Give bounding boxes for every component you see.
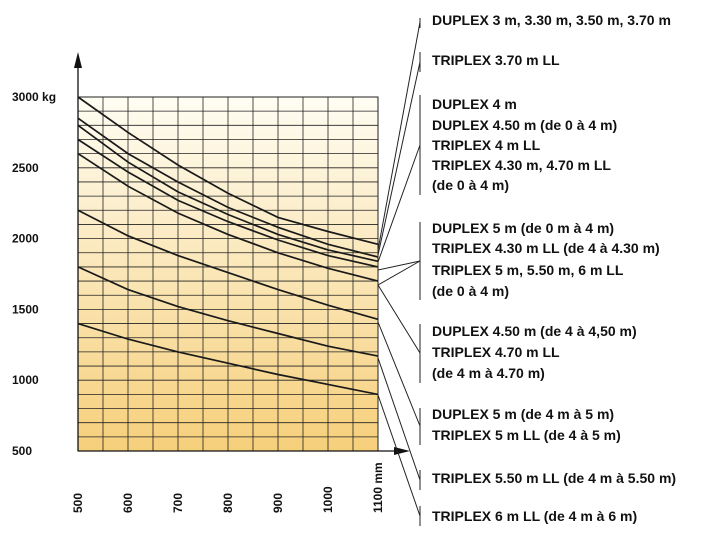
legend: DUPLEX 3 m, 3.30 m, 3.50 m, 3.70 m TRIPLE… <box>432 12 676 524</box>
y-tick-label: 1000 <box>12 373 39 387</box>
y-axis-arrow-icon <box>74 52 82 68</box>
legend-text: TRIPLEX 4 m LL <box>432 137 541 153</box>
legend-leader-line <box>377 61 421 256</box>
legend-text: (de 0 à 4 m) <box>432 177 509 193</box>
y-tick-label: 500 <box>12 444 32 458</box>
legend-leaders <box>377 18 421 526</box>
x-tick-label: 900 <box>271 493 285 513</box>
legend-leader-line <box>377 260 421 271</box>
legend-leader-line <box>377 21 421 251</box>
legend-leader-line <box>377 357 421 481</box>
x-tick-label: 800 <box>221 493 235 513</box>
legend-text: TRIPLEX 5.50 m LL (de 4 m à 5.50 m) <box>432 470 676 486</box>
legend-text: (de 4 m à 4.70 m) <box>432 365 545 381</box>
series-line-7 <box>77 266 379 357</box>
y-tick-label: 2000 <box>12 232 39 246</box>
legend-text: DUPLEX 5 m (de 4 m à 5 m) <box>432 406 614 422</box>
legend-leader-line <box>377 394 421 517</box>
legend-leader-line <box>377 260 421 286</box>
legend-text: TRIPLEX 3.70 m LL <box>432 52 560 68</box>
series-line-2 <box>77 117 379 258</box>
legend-leader-line <box>377 144 421 263</box>
legend-leader-line <box>377 284 421 354</box>
legend-text: DUPLEX 4.50 m (de 4 à 4,50 m) <box>432 323 637 339</box>
legend-text: TRIPLEX 4.30 m, 4.70 m LL <box>432 157 611 173</box>
y-tick-label: 2500 <box>12 161 39 175</box>
legend-text: (de 0 à 4 m) <box>432 283 509 299</box>
legend-leader-line <box>377 321 421 427</box>
legend-text: DUPLEX 3 m, 3.30 m, 3.50 m, 3.70 m <box>432 12 671 28</box>
series-line-6 <box>77 209 379 321</box>
legend-text: DUPLEX 5 m (de 0 m à 4 m) <box>432 220 614 236</box>
x-tick-label: 500 <box>71 493 85 513</box>
legend-text: TRIPLEX 4.70 m LL <box>432 344 560 360</box>
legend-text: TRIPLEX 5 m LL (de 4 à 5 m) <box>432 427 621 443</box>
series-line-5 <box>77 152 379 282</box>
series-line-4 <box>77 138 379 268</box>
x-tick-label: 700 <box>171 493 185 513</box>
series-lines <box>77 96 379 396</box>
legend-text: DUPLEX 4.50 m (de 0 à 4 m) <box>432 117 617 133</box>
series-line-8 <box>77 322 379 396</box>
y-tick-label: 1500 <box>12 302 39 316</box>
x-tick-label: 1100 mm <box>371 462 385 513</box>
grid <box>77 96 379 452</box>
y-tick-label: 3000 kg <box>12 90 56 104</box>
x-tick-label: 600 <box>121 493 135 513</box>
series-line-1 <box>77 96 379 246</box>
legend-text: TRIPLEX 5 m, 5.50 m, 6 m LL <box>432 262 624 278</box>
series-line-3 <box>77 124 379 263</box>
legend-text: DUPLEX 4 m <box>432 96 517 112</box>
axes: 3000 kg 2500 2000 1500 1000 500 500 600 700 800 90… <box>12 52 410 513</box>
legend-text: TRIPLEX 6 m LL (de 4 m à 6 m) <box>432 508 637 524</box>
legend-text: TRIPLEX 4.30 m LL (de 4 à 4.30 m) <box>432 240 660 256</box>
x-tick-label: 1000 <box>321 486 335 513</box>
